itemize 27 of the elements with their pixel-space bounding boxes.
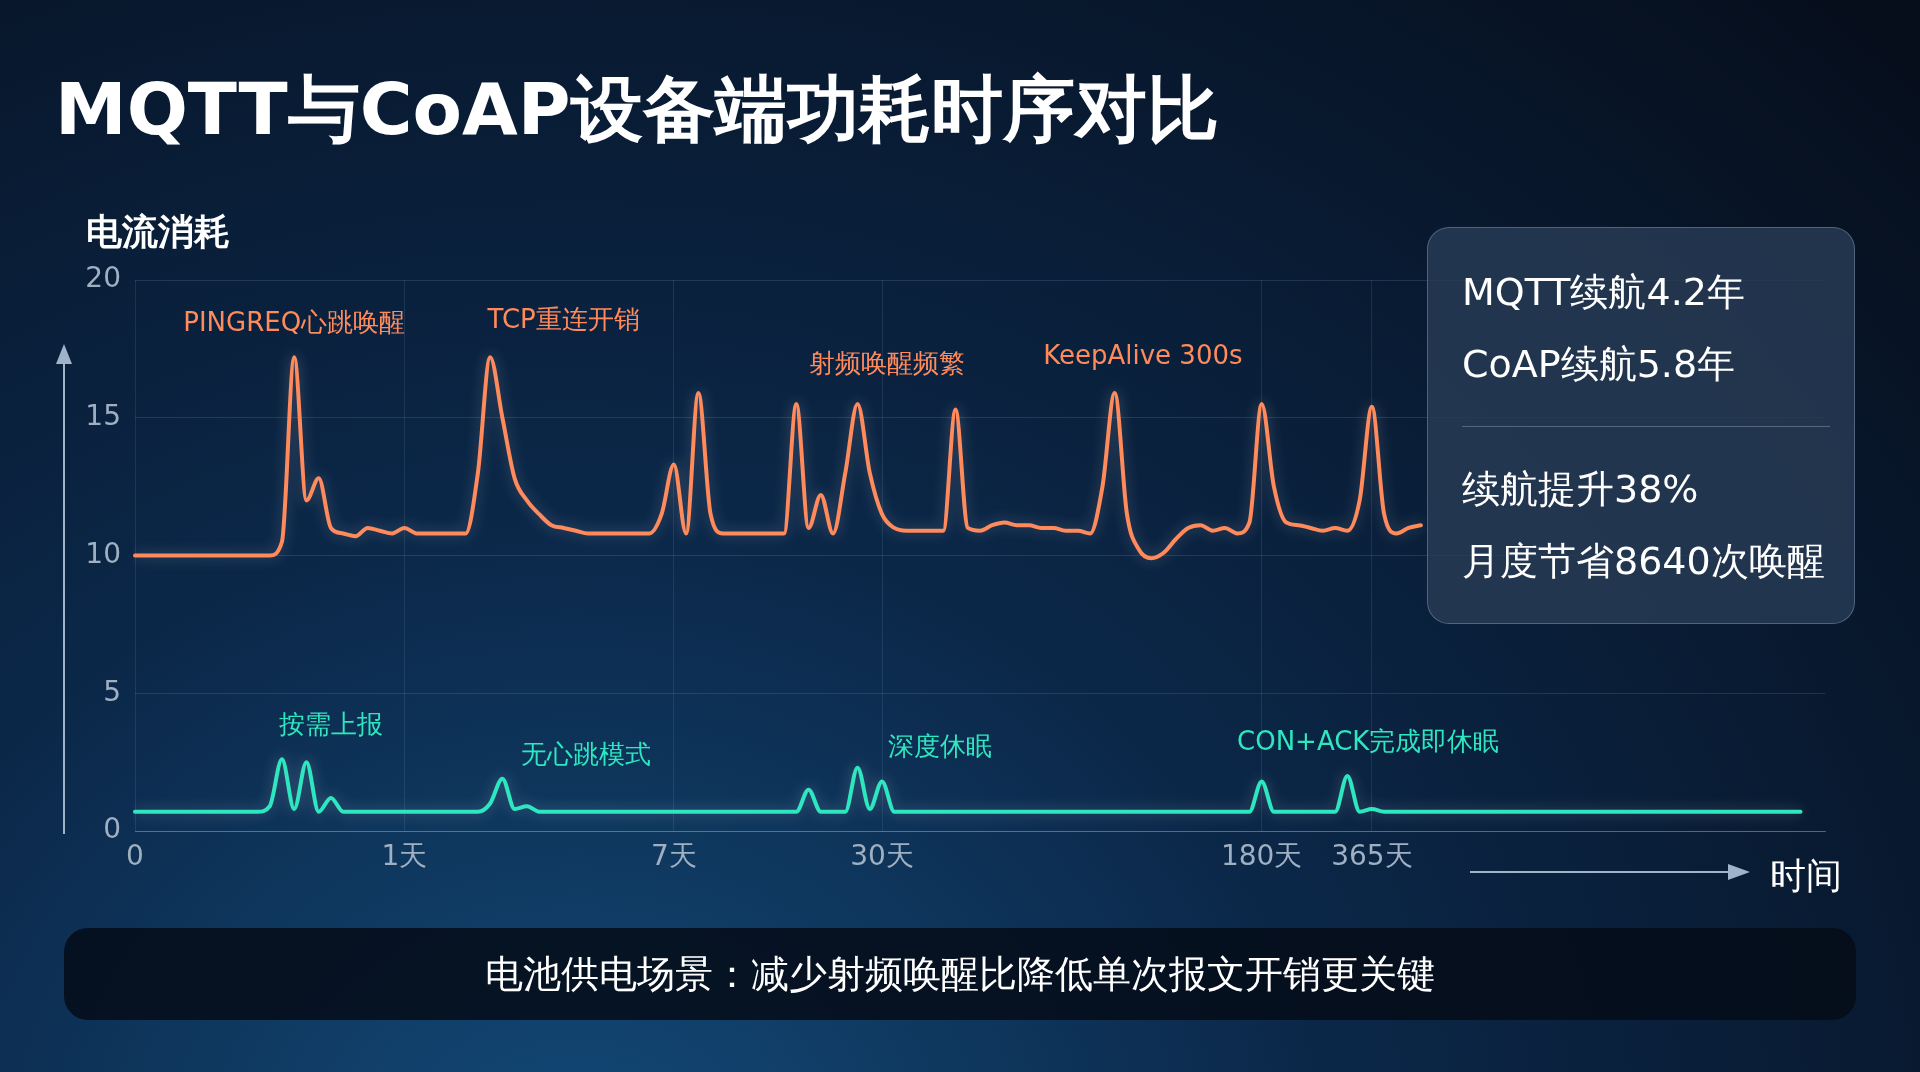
annotation: KeepAlive 300s — [1043, 339, 1243, 370]
y-tick-label: 5 — [103, 674, 121, 708]
annotation: PINGREQ心跳唤醒 — [183, 306, 406, 337]
x-axis-title: 时间 — [1770, 854, 1842, 898]
annotation: 月度节省8640次唤醒 — [1462, 538, 1825, 585]
annotation: 续航提升38% — [1462, 466, 1700, 513]
annotation: 按需上报 — [278, 709, 383, 740]
annotation: 无心跳模式 — [520, 739, 651, 770]
annotation: CON+ACK完成即休眠 — [1237, 725, 1500, 756]
annotation: 射频唤醒频繁 — [808, 348, 965, 379]
x-tick-label: 30天 — [850, 839, 914, 873]
annotation: MQTT续航4.2年 — [1462, 269, 1746, 316]
y-tick-label: 0 — [103, 812, 121, 846]
y-axis-title: 电流消耗 — [86, 210, 230, 254]
x-tick-label: 7天 — [650, 839, 697, 873]
annotation: 深度休眠 — [887, 731, 992, 762]
chart-title: MQTT与CoAP设备端功耗时序对比 — [55, 66, 1219, 153]
annotation: CoAP续航5.8年 — [1462, 341, 1737, 388]
x-tick-label: 1天 — [381, 839, 428, 873]
annotation: TCP重连开销 — [486, 304, 640, 335]
y-tick-label: 15 — [85, 399, 121, 433]
text: 电池供电场景：减少射频唤醒比降低单次报文开销更关键 — [64, 928, 1856, 1020]
y-tick-label: 20 — [85, 261, 121, 295]
x-tick-label: 180天 — [1220, 839, 1303, 873]
x-tick-label: 365天 — [1331, 839, 1413, 873]
x-tick-label: 0 — [126, 839, 144, 873]
y-tick-label: 10 — [85, 536, 121, 570]
